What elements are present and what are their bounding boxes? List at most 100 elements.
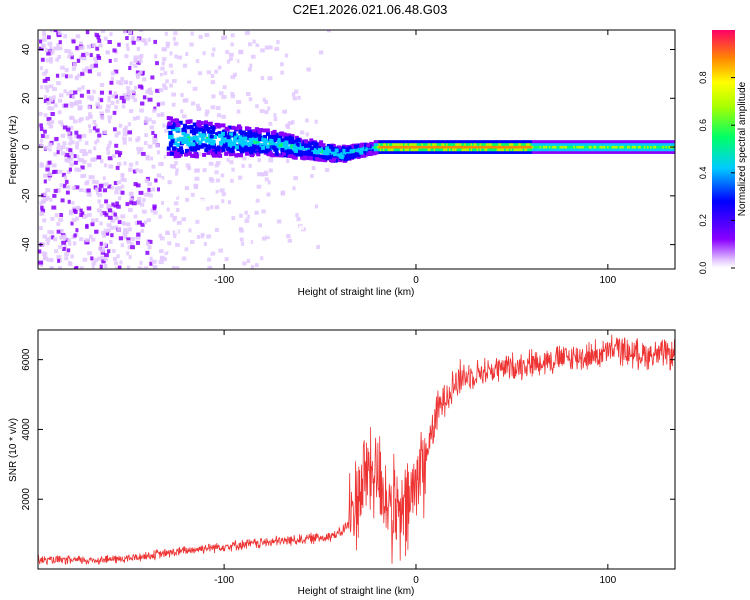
spectrogram-cell xyxy=(131,95,136,100)
spectrogram-cell xyxy=(176,137,181,142)
spectrogram-cell xyxy=(574,140,577,144)
spectrogram-cell xyxy=(639,145,642,149)
spectrogram-cell xyxy=(450,142,453,146)
spectrogram-cell xyxy=(94,180,99,185)
spectrogram-cell xyxy=(433,148,436,152)
spectrogram-cell xyxy=(90,63,96,68)
spectrogram-cell xyxy=(116,204,121,209)
spectrogram-cell xyxy=(108,140,112,145)
spectrogram-cell xyxy=(362,151,367,156)
spectrogram-cell xyxy=(217,131,222,136)
spectrogram-cell xyxy=(665,145,668,149)
spectrogram-cell xyxy=(633,140,636,144)
spectrogram-cell xyxy=(617,142,620,146)
spectrogram-cell xyxy=(263,224,268,229)
spectrogram-cell xyxy=(166,194,170,199)
spectrogram-cell xyxy=(447,142,450,146)
spectrogram-cell xyxy=(138,169,144,174)
spectrogram-cell xyxy=(524,142,527,146)
spectrogram-cell xyxy=(90,222,95,227)
spectrogram-cell xyxy=(82,214,86,219)
spectrogram-cell xyxy=(631,148,634,152)
spectrogram-cell xyxy=(143,220,148,225)
spectrogram-cell xyxy=(577,148,580,152)
spectrogram-cell xyxy=(291,92,296,97)
spectrogram-cell xyxy=(369,141,374,146)
spectrogram-cell xyxy=(660,142,663,146)
spectrogram-cell xyxy=(59,183,64,188)
spectrogram-cell xyxy=(54,136,59,141)
spectrogram-cell xyxy=(156,173,162,178)
spectrogram-cell xyxy=(436,150,439,154)
spectrogram-cell xyxy=(260,76,265,81)
spectrogram-cell xyxy=(50,230,55,235)
spectrogram-cell xyxy=(95,190,100,195)
spectrogram-cell xyxy=(96,72,102,77)
colorbar-gradient xyxy=(712,30,735,268)
spectrogram-cell xyxy=(659,148,662,152)
spectrogram-cell xyxy=(221,35,225,40)
spectrogram-cell xyxy=(402,150,405,154)
spectrogram-cell xyxy=(123,229,129,234)
spectrogram-cell xyxy=(568,145,571,149)
spectrogram-cell xyxy=(147,37,151,42)
spectrogram-cell xyxy=(393,140,396,144)
spectrogram-cell xyxy=(504,140,507,144)
spectrogram-cell xyxy=(565,150,568,154)
spectrogram-cell xyxy=(439,148,442,152)
spectrogram-cell xyxy=(130,245,135,250)
spectrogram-cell xyxy=(456,150,459,154)
spectrogram-cell xyxy=(249,150,254,155)
spectrogram-cell xyxy=(516,148,519,152)
spectrogram-cell xyxy=(330,151,335,156)
spectrogram-cell xyxy=(662,142,665,146)
spectrogram-cell xyxy=(329,158,334,163)
spectrogram-cell xyxy=(106,204,112,209)
spectrogram-cell xyxy=(640,140,643,144)
spectrogram-cell xyxy=(192,122,197,127)
spectrogram-cell xyxy=(73,154,77,159)
spectrogram-cell xyxy=(505,145,508,149)
spectrogram-cell xyxy=(172,151,177,156)
spectrogram-cell xyxy=(216,145,221,150)
spectrogram-cell xyxy=(225,50,230,55)
spectrogram-cell xyxy=(413,150,416,154)
spectrogram-cell xyxy=(234,150,240,155)
spectrogram-cell xyxy=(646,140,649,144)
spectrogram-cell xyxy=(210,251,216,256)
spectrogram-cell xyxy=(257,39,262,44)
spectrogram-cell xyxy=(205,76,210,81)
spectrogram-cell xyxy=(252,39,256,44)
spectrogram-cell xyxy=(441,145,444,149)
spectrogram-cell xyxy=(395,150,398,154)
spectrogram-cell xyxy=(245,92,251,97)
spectrogram-cell xyxy=(68,167,73,172)
spectrogram-cell xyxy=(158,88,164,93)
spectrogram-cell xyxy=(56,142,61,147)
spectrogram-cell xyxy=(171,127,176,132)
spectrogram-cell xyxy=(52,237,58,242)
spectrogram-cell xyxy=(120,190,125,195)
spectrogram-cell xyxy=(145,241,150,246)
spectrogram-cell xyxy=(587,148,590,152)
spectrogram-cell xyxy=(625,142,628,146)
spectrogram-cell xyxy=(502,140,505,144)
spectrogram-cell xyxy=(196,152,202,157)
spectrogram-cell xyxy=(208,144,213,149)
spectrogram-cell xyxy=(49,30,54,33)
spectrogram-cell xyxy=(51,235,55,240)
spectrogram-cell xyxy=(106,150,111,155)
spectrogram-cell xyxy=(75,45,81,50)
spectrogram-cell xyxy=(673,148,675,152)
spectrogram-cell xyxy=(251,54,256,59)
spectrogram-cell xyxy=(513,150,516,154)
spectrogram-cell xyxy=(222,162,227,167)
spectrogram-cell xyxy=(623,148,626,152)
spectrogram-cell xyxy=(220,138,225,143)
spectrogram-cell xyxy=(539,142,542,146)
spectrogram-cell xyxy=(102,188,108,193)
spectrogram-cell xyxy=(617,145,620,149)
spectrogram-cell xyxy=(490,150,493,154)
spectrogram-cell xyxy=(144,119,149,124)
spectrogram-frame xyxy=(37,29,676,270)
